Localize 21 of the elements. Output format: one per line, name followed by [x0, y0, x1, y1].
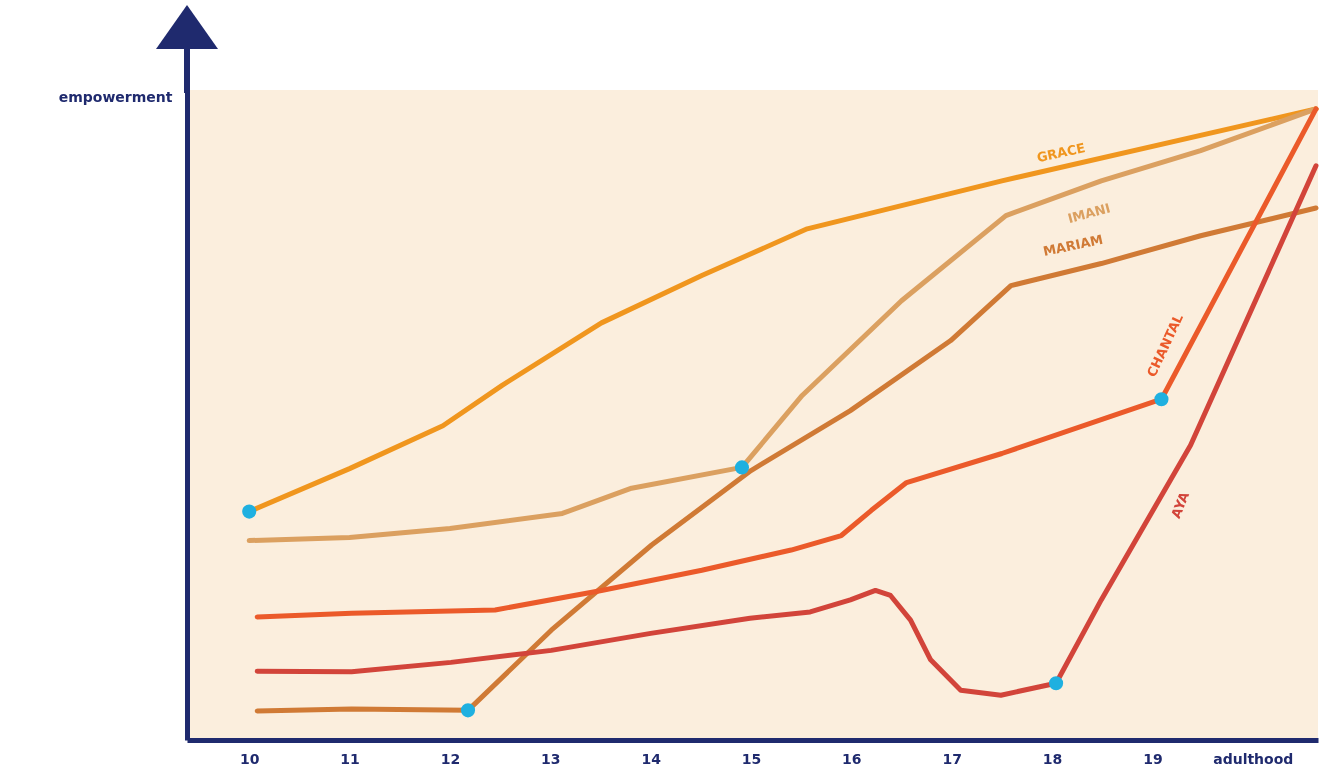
x-tick-label: adulthood	[1213, 750, 1294, 767]
x-tick-label: 19	[1143, 750, 1163, 767]
y-axis-title: empowerment	[58, 88, 173, 105]
point	[242, 504, 257, 519]
point	[734, 460, 750, 475]
text: IMANI	[1066, 200, 1113, 227]
x-tick-label: 10	[239, 750, 260, 767]
x-tick-label: 14	[641, 750, 662, 767]
point	[1154, 392, 1169, 407]
text: AYA	[1168, 489, 1193, 521]
text: MARIAM	[1041, 231, 1105, 260]
x-tick-label: 13	[541, 750, 561, 767]
x-tick-label: 17	[942, 750, 962, 767]
x-tick-label: 12	[440, 750, 461, 767]
x-tick-label: 16	[842, 750, 862, 767]
x-tick-label: 15	[741, 750, 762, 767]
point	[460, 703, 476, 718]
x-tick-label: 18	[1042, 750, 1063, 767]
x-tick-label: 11	[340, 750, 360, 767]
text: GRACE	[1035, 140, 1087, 166]
point	[1049, 676, 1064, 691]
